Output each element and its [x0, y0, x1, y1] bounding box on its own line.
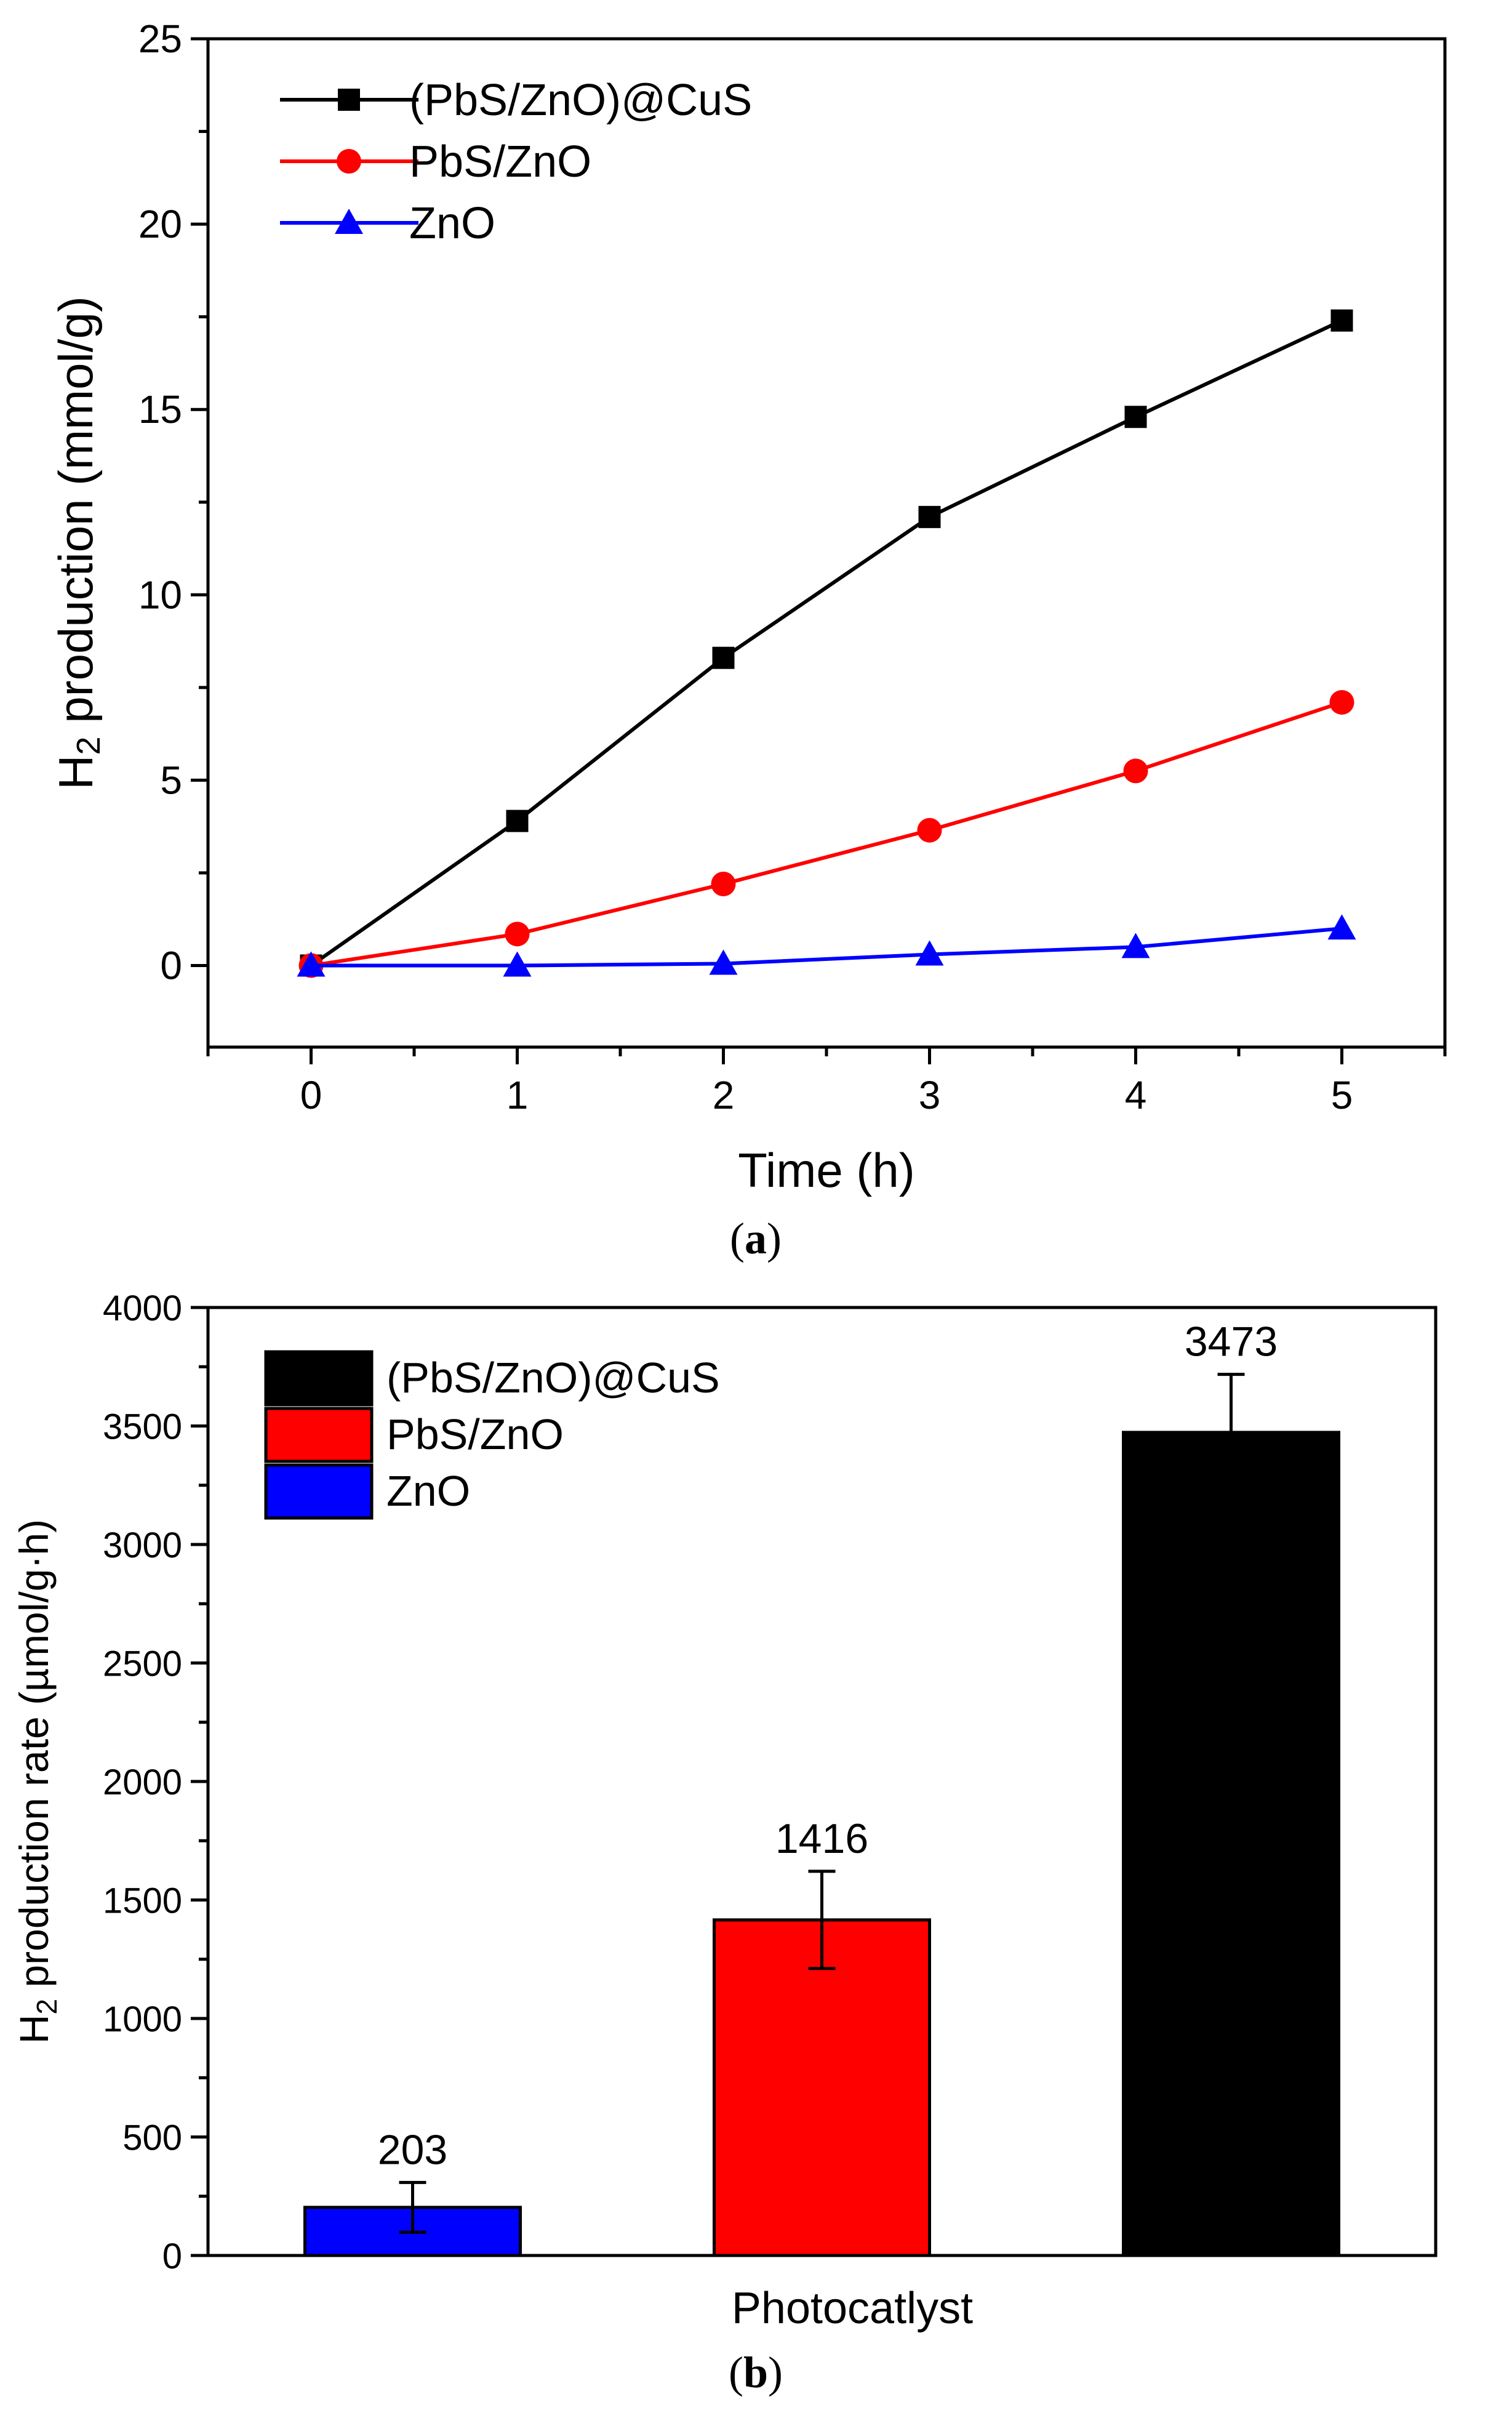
y-axis-label: H2 production rate (µmol/g·h): [11, 1519, 63, 2044]
legend-label-pbs-zno-cus: (PbS/ZnO)@CuS: [386, 1354, 720, 1402]
legend-marker-triangle: [335, 209, 363, 234]
y-tick-label: 0: [162, 2236, 182, 2276]
panel-label-b-letter: b: [743, 2348, 768, 2397]
y-tick-label: 2000: [103, 1762, 182, 1802]
legend-label-pbs-zno-cus: (PbS/ZnO)@CuS: [409, 76, 752, 125]
y-axis-label-subscript: 2: [31, 1999, 63, 2015]
series-PbS/ZnO: [298, 689, 1354, 978]
legend: (PbS/ZnO)@CuS PbS/ZnO ZnO: [280, 76, 752, 248]
y-tick-label: 20: [138, 202, 182, 246]
series-line: [310, 318, 1343, 967]
data-point: [918, 505, 941, 528]
y-tick-label: 10: [138, 572, 182, 617]
panel-label-b-open: (: [729, 2348, 743, 2397]
bar-PbS/ZnO: 1416: [713, 1815, 931, 2257]
series-group: [297, 309, 1356, 978]
y-axis-ticks: 0 5 10 15 20 25: [138, 17, 208, 988]
x-tick-label: 2: [713, 1073, 735, 1117]
legend: (PbS/ZnO)@CuS PbS/ZnO ZnO: [264, 1350, 720, 1520]
legend-marker-circle: [337, 149, 361, 174]
x-tick-label: 3: [919, 1073, 941, 1117]
y-tick-label: 3000: [103, 1525, 182, 1565]
data-point: [505, 922, 530, 947]
data-point: [1330, 309, 1353, 332]
bar-chart-panel-b: 0 500 1000 1500 2000 2500 3000 3500 4000 203 1416…: [11, 1288, 1438, 2397]
panel-label-a-open: (: [730, 1214, 745, 1263]
data-point: [506, 809, 529, 832]
x-axis-label: Time (h): [738, 1143, 914, 1197]
bar-ZnO: 203: [303, 2126, 522, 2257]
data-point: [711, 872, 736, 897]
panel-label-a: (a): [730, 1214, 782, 1263]
x-tick-label: 5: [1331, 1073, 1353, 1117]
y-tick-label: 3500: [103, 1407, 182, 1447]
series-line: [311, 701, 1343, 968]
legend-swatch-zno: [264, 1463, 374, 1520]
data-point: [297, 951, 326, 977]
panel-label-a-close: ): [767, 1214, 782, 1263]
legend-label-zno: ZnO: [409, 199, 495, 248]
data-point: [712, 646, 735, 669]
panel-label-b: (b): [729, 2348, 783, 2397]
legend-label-zno: ZnO: [386, 1467, 470, 1515]
bar-value-label: 1416: [775, 1815, 868, 1862]
bar-value-label: 203: [378, 2126, 447, 2173]
y-axis-label-prefix: H: [11, 2014, 57, 2044]
x-tick-label: 0: [300, 1073, 322, 1117]
bar: [713, 1918, 931, 2257]
y-axis-label: H2 production (mmol/g): [49, 296, 107, 790]
series-ZnO: [297, 914, 1356, 977]
y-axis-label-prefix: H: [49, 755, 103, 789]
bar-(PbS/ZnO)@CuS: 3473: [1122, 1319, 1340, 2257]
y-tick-label: 4000: [103, 1288, 182, 1328]
panel-label-b-close: ): [768, 2348, 783, 2397]
line-chart-panel-a: 0 5 10 15 20 25 0 1 2 3 4 5 (PbS/ZnO)@CuS PbS/ZnO …: [49, 17, 1447, 1263]
data-point: [917, 817, 942, 843]
y-tick-label: 2500: [103, 1644, 182, 1684]
bar: [1122, 1431, 1340, 2257]
series-line: [311, 926, 1342, 968]
panel-label-a-letter: a: [745, 1214, 767, 1263]
data-point: [915, 940, 944, 966]
y-axis-label-suffix: production (mmol/g): [49, 296, 103, 736]
y-axis-label-suffix: production rate (µmol/g·h): [11, 1519, 57, 1999]
y-tick-label: 25: [138, 17, 182, 61]
legend-swatch-pbs-zno-cus: [264, 1350, 374, 1407]
data-point: [1329, 689, 1354, 715]
y-tick-label: 0: [160, 944, 182, 988]
data-point: [709, 949, 738, 975]
legend-label-pbs-zno: PbS/ZnO: [409, 137, 591, 187]
data-point: [1327, 914, 1356, 940]
data-point: [1121, 933, 1150, 958]
legend-label-pbs-zno: PbS/ZnO: [386, 1410, 564, 1458]
x-tick-label: 1: [506, 1073, 529, 1117]
legend-swatch-pbs-zno: [264, 1407, 374, 1463]
y-tick-label: 1000: [103, 1999, 182, 2039]
y-axis-label-subscript: 2: [70, 736, 107, 755]
y-axis-ticks: 0 500 1000 1500 2000 2500 3000 3500 4000: [103, 1288, 208, 2276]
bar-value-label: 3473: [1185, 1319, 1278, 1365]
y-tick-label: 15: [138, 387, 182, 432]
data-point: [1124, 406, 1147, 428]
y-tick-label: 500: [122, 2118, 182, 2158]
data-point: [503, 951, 532, 977]
data-point: [1123, 758, 1148, 784]
y-tick-label: 1500: [103, 1881, 182, 1921]
x-axis-ticks: 0 1 2 3 4 5: [206, 1047, 1447, 1117]
x-tick-label: 4: [1125, 1073, 1147, 1117]
x-axis-label: Photocatlyst: [732, 2284, 973, 2333]
legend-marker-square: [338, 89, 360, 111]
bars-group: 203 1416 3473: [303, 1319, 1340, 2257]
y-tick-label: 5: [160, 758, 182, 802]
